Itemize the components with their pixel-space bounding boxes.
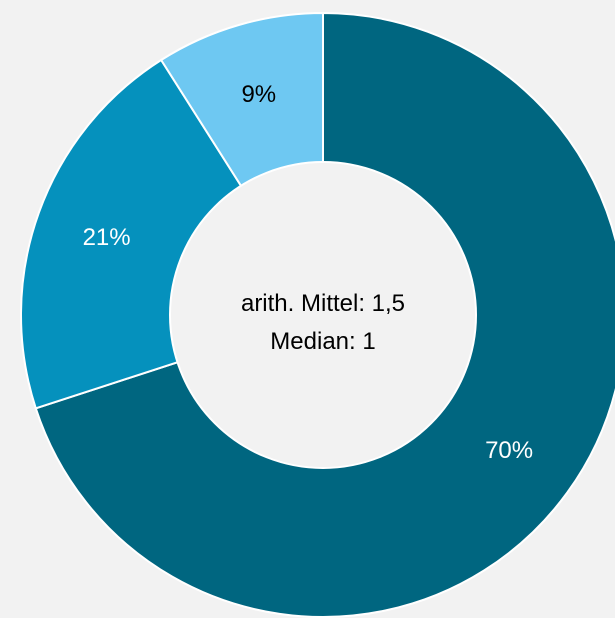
- slice-label-70-percent: 70%: [485, 437, 533, 464]
- slice-labels-group: 70% 21% 9%: [83, 81, 534, 464]
- center-label-median: Median: 1: [270, 328, 375, 355]
- center-label-mean: arith. Mittel: 1,5: [241, 290, 405, 317]
- slice-label-9-percent: 9%: [241, 81, 276, 108]
- slice-label-21-percent: 21%: [83, 224, 131, 251]
- donut-center-hole: [169, 161, 477, 469]
